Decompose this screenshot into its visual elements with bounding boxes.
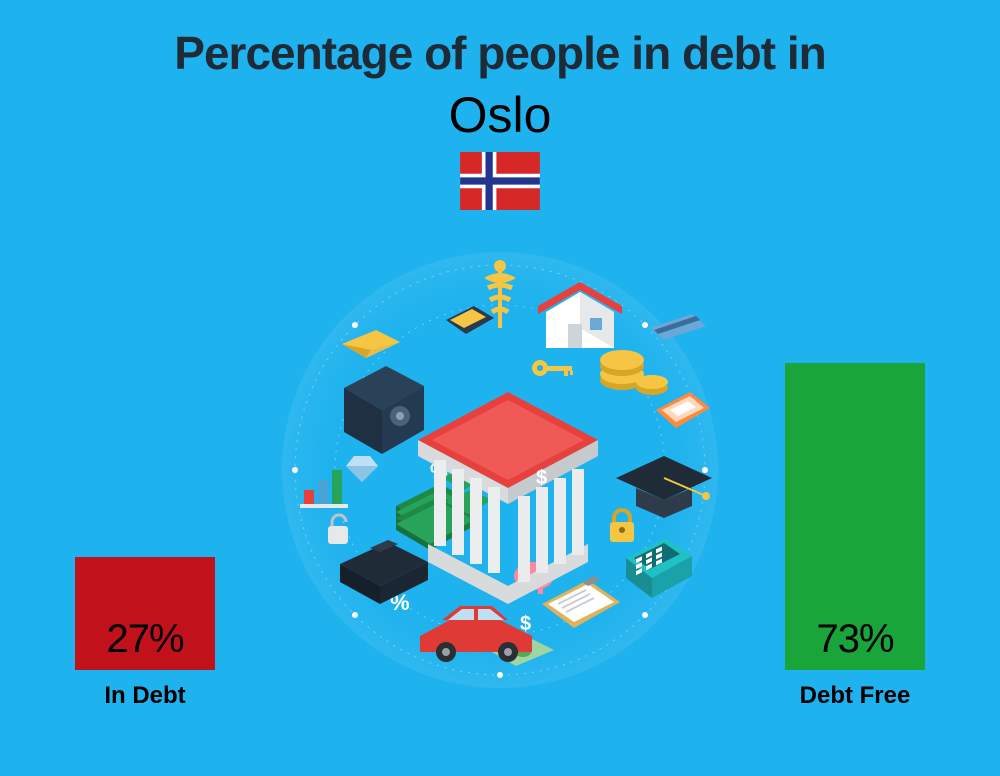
finance-illustration: % % $ $	[280, 250, 720, 690]
flag-svg	[457, 152, 543, 210]
page-title: Percentage of people in debt in	[0, 26, 1000, 80]
bar-debt_free: 73%	[785, 363, 925, 670]
bar-group-in_debt: 27% In Debt	[75, 557, 215, 710]
norway-flag-icon	[457, 152, 543, 210]
illustration-svg: % % $ $	[280, 250, 720, 690]
bar-group-debt_free: 73% Debt Free	[785, 363, 925, 710]
svg-text:$: $	[536, 467, 547, 489]
bar-in_debt: 27%	[75, 557, 215, 670]
city-name: Oslo	[0, 86, 1000, 144]
bar-label-debt_free: Debt Free	[800, 682, 911, 710]
svg-text:$: $	[520, 613, 531, 635]
bar-value-in_debt: 27%	[106, 617, 183, 670]
bar-value-debt_free: 73%	[816, 617, 893, 670]
bar-label-in_debt: In Debt	[104, 682, 185, 710]
